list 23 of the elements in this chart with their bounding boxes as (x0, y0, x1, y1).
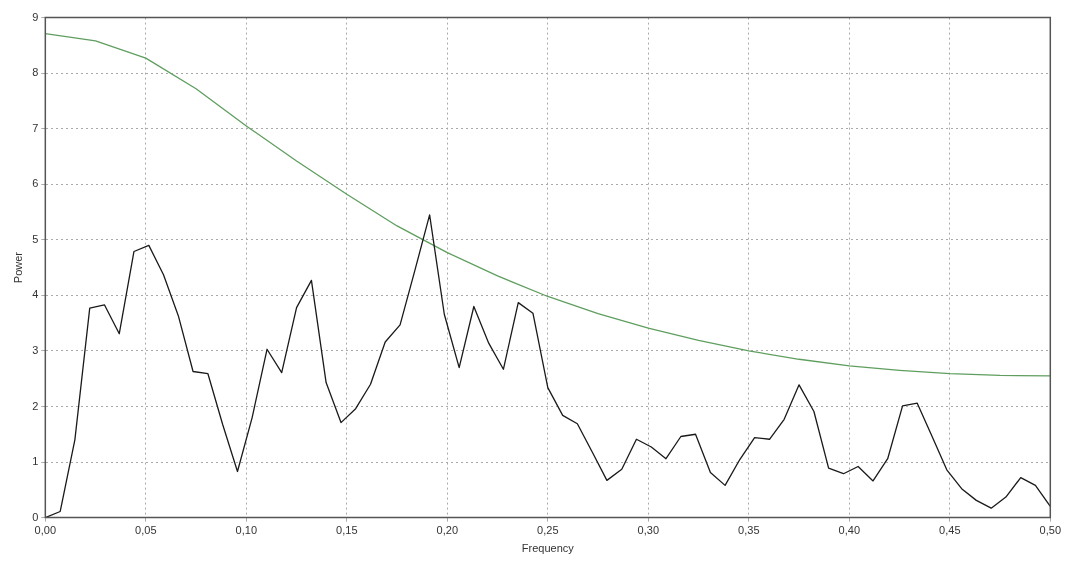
x-axis-title: Frequency (521, 542, 575, 555)
y-tick-label: 0 (32, 510, 39, 523)
x-tick-label: 0,25 (537, 524, 559, 537)
y-tick-label: 3 (32, 343, 39, 356)
y-tick-label: 9 (32, 10, 39, 23)
y-axis-title: Power (11, 251, 24, 284)
x-tick-label: 0,35 (738, 524, 760, 537)
x-tick-label: 0,15 (336, 524, 358, 537)
x-tick-label: 0,45 (939, 524, 961, 537)
x-tick-label: 0,00 (34, 524, 57, 537)
x-tick-label: 0,05 (135, 524, 157, 537)
y-tick-label: 5 (32, 232, 39, 245)
y-tick-label: 4 (32, 288, 39, 301)
y-tick-label: 6 (32, 177, 39, 190)
y-tick-label: 7 (32, 121, 39, 134)
x-tick-label: 0,40 (838, 524, 861, 537)
x-tick-label: 0,20 (436, 524, 459, 537)
x-tick-label: 0,10 (235, 524, 258, 537)
y-tick-label: 2 (32, 399, 39, 412)
y-tick-label: 1 (32, 455, 39, 468)
x-tick-label: 0,30 (637, 524, 660, 537)
x-tick-label: 0,50 (1039, 524, 1062, 537)
y-tick-label: 8 (32, 66, 39, 79)
